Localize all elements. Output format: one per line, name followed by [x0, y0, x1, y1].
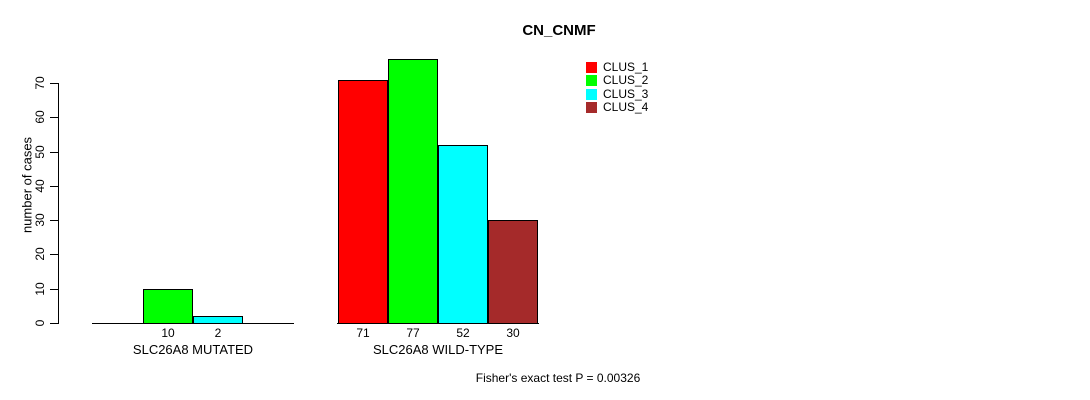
y-tick-label: 30 [33, 213, 47, 227]
bar-value-label: 10 [161, 326, 175, 340]
legend-label: CLUS_2 [603, 73, 649, 88]
y-tick-label: 0 [33, 319, 47, 327]
bar [388, 59, 438, 324]
bar [143, 289, 193, 324]
bar [488, 220, 538, 324]
legend-row: CLUS_4 [586, 101, 648, 114]
y-tick [50, 254, 58, 255]
fisher-test-annotation: Fisher's exact test P = 0.00326 [475, 371, 641, 385]
y-tick [50, 152, 58, 153]
bar [338, 80, 388, 324]
bar-value-label: 2 [214, 326, 222, 340]
y-tick [50, 186, 58, 187]
y-tick [50, 323, 58, 324]
legend: CLUS_1 CLUS_2 CLUS_3 CLUS_4 [586, 61, 648, 114]
y-tick-label: 10 [33, 282, 47, 296]
y-tick-label: 20 [33, 247, 47, 261]
bar [438, 145, 488, 324]
legend-row: CLUS_2 [586, 74, 648, 87]
legend-swatch [586, 62, 597, 74]
y-tick [50, 117, 58, 118]
group-label: SLC26A8 MUTATED [132, 342, 254, 357]
legend-label: CLUS_4 [603, 100, 649, 115]
y-tick-label: 50 [33, 145, 47, 159]
y-tick [50, 220, 58, 221]
legend-label: CLUS_1 [603, 60, 649, 75]
legend-swatch [586, 102, 597, 114]
legend-row: CLUS_1 [586, 61, 648, 74]
y-axis-line [58, 83, 59, 324]
y-tick [50, 83, 58, 84]
legend-label: CLUS_3 [603, 86, 649, 101]
y-tick-label: 60 [33, 110, 47, 124]
bar-value-label: 71 [356, 326, 370, 340]
group-label: SLC26A8 WILD-TYPE [372, 342, 504, 357]
y-tick-label: 70 [33, 76, 47, 90]
bar-value-label: 77 [406, 326, 420, 340]
legend-swatch [586, 88, 597, 100]
legend-row: CLUS_3 [586, 86, 649, 101]
legend-swatch [586, 75, 597, 87]
bar-value-label: 52 [456, 326, 470, 340]
y-tick [50, 289, 58, 290]
bar [193, 316, 243, 324]
y-tick-label: 40 [33, 179, 47, 193]
chart-title: CN_CNMF [522, 22, 596, 39]
bar-value-label: 30 [506, 326, 520, 340]
